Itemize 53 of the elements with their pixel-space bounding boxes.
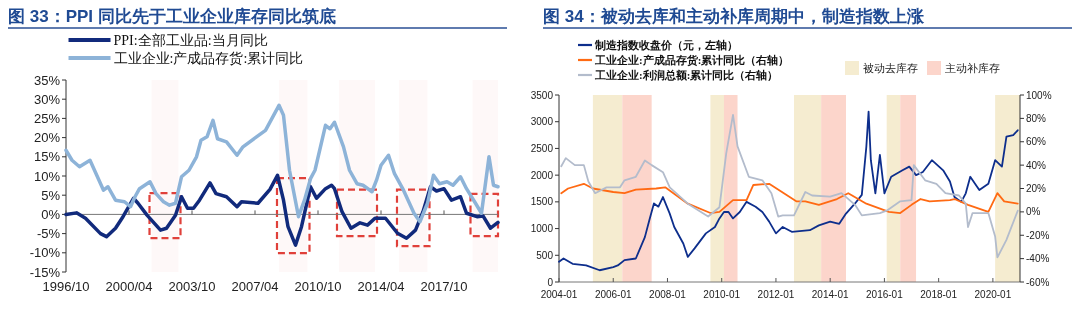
y-tick-label: 20% <box>33 130 61 146</box>
y2-tick-label: 80% <box>1026 112 1047 124</box>
y-tick-label: 1000 <box>530 223 554 235</box>
x-tick-label: 2017/10 <box>420 279 468 294</box>
y-tick-label: 3500 <box>530 89 554 101</box>
y-tick-label: 500 <box>536 249 554 261</box>
chart-title: 图 33：PPI 同比先于工业企业库存同比筑底 <box>8 7 336 26</box>
x-tick-label: 2020-01 <box>974 289 1012 300</box>
legend-label: 制造指数收盘价（元，左轴） <box>594 38 738 52</box>
y2-tick-label: 20% <box>1026 183 1047 194</box>
x-tick-label: 2010-01 <box>703 289 741 300</box>
y-tick-label: 2500 <box>530 142 554 154</box>
x-tick-label: 2008-01 <box>649 289 687 300</box>
y2-tick-label: -40% <box>1026 253 1050 265</box>
y-tick-label: 5% <box>41 187 61 203</box>
y-tick-label: 25% <box>33 110 61 126</box>
y-tick-label: 0 <box>547 276 554 288</box>
x-tick-label: 2018-01 <box>920 289 958 300</box>
x-tick-label: 2007/04 <box>231 279 279 294</box>
x-tick-label: 2014-01 <box>811 289 849 300</box>
y-tick-label: -5% <box>36 226 61 242</box>
y-tick-label: -10% <box>29 245 61 261</box>
x-tick-label: 2003/10 <box>168 279 216 294</box>
legend-label: 主动补库存 <box>945 62 1000 74</box>
y-tick-label: 15% <box>33 149 61 165</box>
x-tick-label: 2016-01 <box>866 289 904 300</box>
x-tick-label: 2010/10 <box>294 279 342 294</box>
y2-tick-label: 40% <box>1026 159 1047 171</box>
x-tick-label: 2014/04 <box>357 279 405 294</box>
legend-label: 被动去库存 <box>863 62 918 74</box>
y-tick-label: 1500 <box>530 196 554 208</box>
x-tick-label: 2012-01 <box>757 289 795 300</box>
y-tick-label: 35% <box>33 72 61 88</box>
y2-tick-label: -20% <box>1026 229 1050 241</box>
y2-tick-label: 60% <box>1026 136 1047 148</box>
y2-tick-label: 0% <box>1026 206 1041 218</box>
y-tick-label: 30% <box>33 91 61 107</box>
legend-label: 工业企业:产成品存货:累计同比（右轴） <box>594 53 790 67</box>
y-tick-label: -15% <box>29 264 61 280</box>
x-tick-label: 2006-01 <box>594 289 633 300</box>
legend-label: 工业企业:利润总额:累计同比（右轴） <box>594 68 779 82</box>
y-tick-label: 10% <box>33 168 61 184</box>
x-tick-label: 1996/10 <box>42 279 90 294</box>
y-tick-label: 0% <box>41 206 61 222</box>
legend-label: PPI:全部工业品:当月同比 <box>113 33 268 49</box>
y-tick-label: 2000 <box>530 169 554 181</box>
y2-tick-label: -60% <box>1026 276 1050 288</box>
legend-label: 工业企业:产成品存货:累计同比 <box>113 51 304 67</box>
y-tick-label: 3000 <box>530 116 554 128</box>
x-tick-label: 2004-01 <box>540 289 578 300</box>
y2-tick-label: 100% <box>1026 89 1052 101</box>
chart-title: 图 34：被动去库和主动补库周期中，制造指数上涨 <box>543 7 925 26</box>
x-tick-label: 2000/04 <box>105 279 153 294</box>
